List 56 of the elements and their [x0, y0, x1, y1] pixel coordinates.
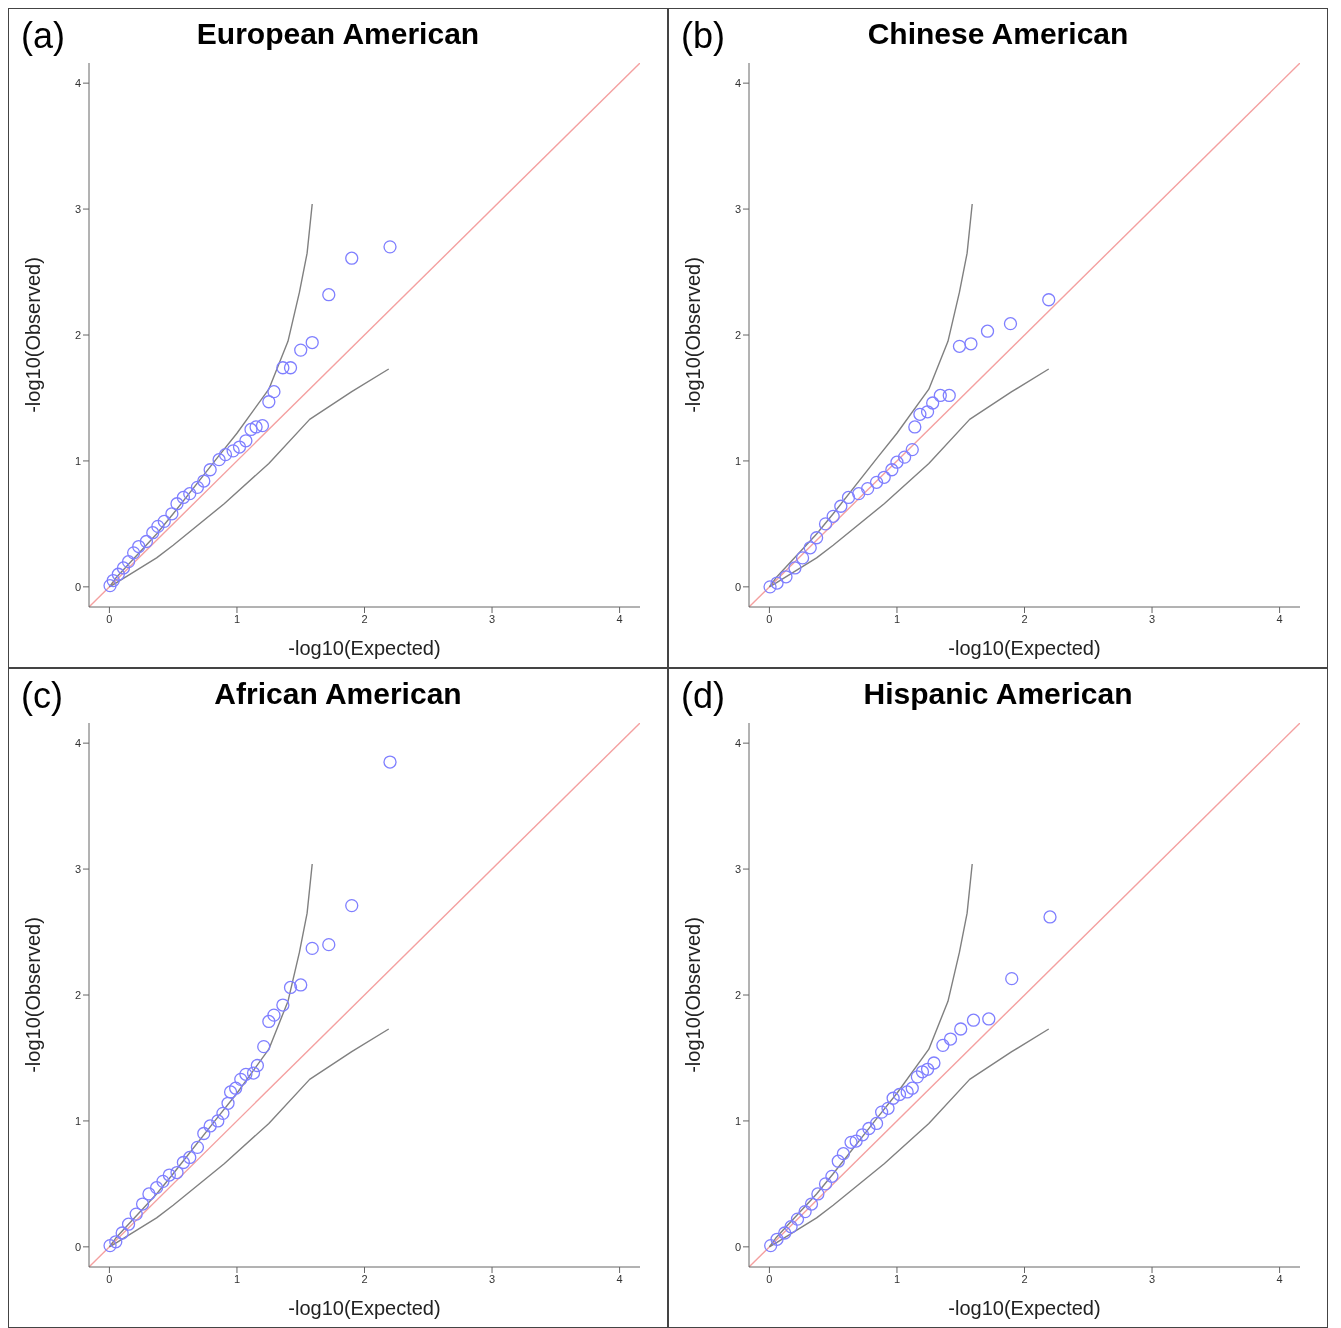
- x-tick-label: 4: [616, 612, 623, 625]
- y-tick-label: 1: [734, 454, 741, 467]
- text: (d): [681, 675, 725, 717]
- x-tick-label: 1: [893, 612, 901, 625]
- y-axis-title: -log10(Observed): [22, 257, 45, 413]
- y-tick-label: 4: [74, 737, 81, 750]
- y-tick-label: 2: [74, 988, 81, 1001]
- x-tick-label: 1: [233, 612, 241, 625]
- y-tick-label: 4: [74, 77, 81, 90]
- y-axis-title: -log10(Observed): [682, 917, 705, 1073]
- y-axis-title: -log10(Observed): [682, 257, 705, 413]
- chart-title: Hispanic American: [863, 677, 1133, 710]
- x-tick-label: 2: [361, 612, 368, 625]
- x-tick-label: 3: [1148, 1272, 1156, 1285]
- x-axis-title: -log10(Expected): [948, 1297, 1101, 1319]
- x-axis-title: -log10(Expected): [288, 1297, 441, 1319]
- y-tick-label: 0: [734, 1240, 741, 1253]
- y-tick-label: 2: [74, 328, 81, 341]
- y-tick-label: 4: [734, 737, 741, 750]
- x-tick-label: 1: [233, 1272, 241, 1285]
- x-tick-label: 0: [766, 612, 773, 625]
- x-tick-label: 4: [1276, 1272, 1283, 1285]
- y-tick-label: 3: [74, 862, 81, 875]
- y-tick-label: 1: [74, 454, 81, 467]
- chart-title: African American: [214, 677, 462, 710]
- text: (b): [681, 15, 725, 57]
- chart-title: Chinese American: [867, 17, 1129, 50]
- x-tick-label: 4: [616, 1272, 623, 1285]
- x-tick-label: 0: [106, 612, 113, 625]
- chart-title: European American: [196, 17, 480, 50]
- y-tick-label: 3: [734, 862, 741, 875]
- y-axis-title: -log10(Observed): [22, 917, 45, 1073]
- x-axis-title: -log10(Expected): [948, 637, 1101, 659]
- x-tick-label: 0: [106, 1272, 113, 1285]
- text: (c): [21, 675, 63, 717]
- x-axis-title: -log10(Expected): [288, 637, 441, 659]
- x-tick-label: 0: [766, 1272, 773, 1285]
- y-tick-label: 1: [74, 1114, 81, 1127]
- x-tick-label: 4: [1276, 612, 1283, 625]
- y-tick-label: 3: [734, 202, 741, 215]
- text: (a): [21, 15, 65, 57]
- x-tick-label: 2: [1021, 612, 1028, 625]
- y-tick-label: 0: [734, 580, 741, 593]
- x-tick-label: 2: [1021, 1272, 1028, 1285]
- y-tick-label: 4: [734, 77, 741, 90]
- y-tick-label: 2: [734, 988, 741, 1001]
- y-tick-label: 2: [734, 328, 741, 341]
- x-tick-label: 3: [1148, 612, 1156, 625]
- x-tick-label: 3: [488, 1272, 496, 1285]
- y-tick-label: 0: [74, 580, 81, 593]
- y-tick-label: 1: [734, 1114, 741, 1127]
- x-tick-label: 1: [893, 1272, 901, 1285]
- x-tick-label: 2: [361, 1272, 368, 1285]
- y-tick-label: 0: [74, 1240, 81, 1253]
- x-tick-label: 3: [488, 612, 496, 625]
- y-tick-label: 3: [74, 202, 81, 215]
